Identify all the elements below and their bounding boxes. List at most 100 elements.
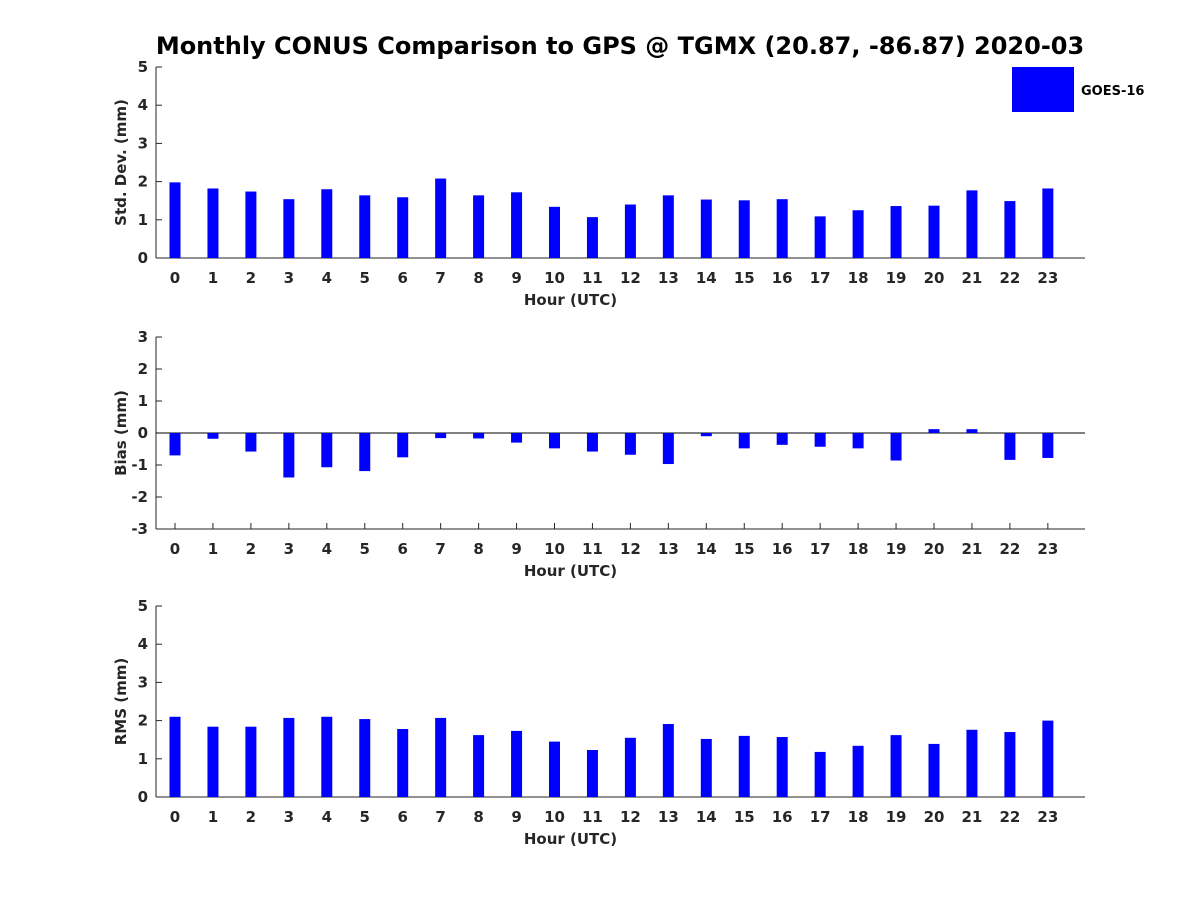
- x-tick-label-std-9: 9: [511, 269, 521, 287]
- x-tick-label-std-5: 5: [360, 269, 370, 287]
- bar-bias-23: [1042, 433, 1054, 458]
- bar-std-16: [776, 199, 788, 258]
- bar-bias-17: [814, 433, 826, 447]
- bar-bias-14: [700, 433, 712, 437]
- x-tick-label-std-19: 19: [886, 269, 907, 287]
- x-tick-label-rms-14: 14: [696, 808, 717, 826]
- y-tick-label-std-0: 0: [138, 249, 148, 267]
- bar-bias-8: [473, 433, 485, 439]
- bar-bias-10: [549, 433, 560, 449]
- bar-std-23: [1042, 188, 1054, 258]
- bar-std-15: [738, 200, 750, 258]
- x-tick-label-bias-2: 2: [246, 540, 256, 558]
- bar-rms-5: [359, 719, 371, 797]
- y-tick-label-rms-2: 2: [138, 712, 148, 730]
- x-tick-label-rms-0: 0: [170, 808, 180, 826]
- bar-std-13: [662, 195, 674, 258]
- bar-std-10: [549, 206, 560, 258]
- y-tick-label-bias-5: 2: [138, 360, 148, 378]
- x-tick-label-std-18: 18: [848, 269, 869, 287]
- x-tick-label-bias-16: 16: [772, 540, 793, 558]
- x-tick-label-std-23: 23: [1037, 269, 1058, 287]
- x-tick-label-bias-7: 7: [435, 540, 445, 558]
- bar-rms-4: [321, 716, 333, 797]
- x-tick-label-rms-23: 23: [1037, 808, 1058, 826]
- x-tick-label-bias-15: 15: [734, 540, 755, 558]
- x-tick-label-rms-13: 13: [658, 808, 679, 826]
- bar-std-8: [473, 195, 485, 258]
- bar-bias-13: [662, 433, 674, 465]
- x-tick-label-rms-19: 19: [886, 808, 907, 826]
- bar-std-18: [852, 210, 864, 258]
- bar-bias-22: [1004, 433, 1016, 460]
- x-tick-label-std-0: 0: [170, 269, 180, 287]
- bar-rms-17: [814, 751, 826, 797]
- bar-std-6: [397, 197, 409, 258]
- x-tick-label-rms-7: 7: [435, 808, 445, 826]
- bar-std-12: [624, 204, 636, 258]
- bar-rms-14: [700, 738, 712, 797]
- bar-std-7: [435, 178, 447, 258]
- bar-rms-18: [852, 745, 864, 797]
- bar-bias-11: [586, 433, 598, 452]
- x-tick-label-bias-0: 0: [170, 540, 180, 558]
- y-axis-label-std: Std. Dev. (mm): [112, 99, 130, 226]
- bar-rms-7: [435, 717, 447, 797]
- bar-bias-16: [776, 433, 788, 445]
- bar-rms-1: [207, 726, 219, 797]
- x-tick-label-std-10: 10: [544, 269, 565, 287]
- x-axis-label-bias: Hour (UTC): [524, 562, 617, 580]
- x-tick-label-rms-2: 2: [246, 808, 256, 826]
- x-tick-label-std-3: 3: [284, 269, 294, 287]
- x-tick-label-std-13: 13: [658, 269, 679, 287]
- bar-bias-12: [624, 433, 636, 455]
- x-tick-label-std-11: 11: [582, 269, 603, 287]
- x-tick-label-bias-1: 1: [208, 540, 218, 558]
- x-tick-label-bias-12: 12: [620, 540, 641, 558]
- x-tick-label-bias-4: 4: [322, 540, 332, 558]
- x-tick-label-std-14: 14: [696, 269, 717, 287]
- legend-swatch-goes16: [1012, 67, 1074, 112]
- x-tick-label-rms-6: 6: [397, 808, 407, 826]
- x-tick-label-std-8: 8: [473, 269, 483, 287]
- y-tick-label-rms-0: 0: [138, 788, 148, 806]
- x-axis-label-rms: Hour (UTC): [524, 830, 617, 848]
- bar-std-9: [511, 192, 523, 258]
- bar-std-4: [321, 189, 333, 258]
- bar-rms-6: [397, 729, 409, 797]
- bar-bias-18: [852, 433, 864, 449]
- y-tick-label-std-3: 3: [138, 134, 148, 152]
- x-tick-label-rms-10: 10: [544, 808, 565, 826]
- legend: GOES-16: [1012, 67, 1144, 112]
- y-axis-label-rms: RMS (mm): [112, 658, 130, 745]
- x-tick-label-std-12: 12: [620, 269, 641, 287]
- x-tick-label-rms-12: 12: [620, 808, 641, 826]
- bar-rms-16: [776, 737, 788, 797]
- x-tick-label-std-15: 15: [734, 269, 755, 287]
- x-tick-label-rms-3: 3: [284, 808, 294, 826]
- bar-bias-2: [245, 433, 257, 452]
- bar-rms-0: [169, 716, 181, 797]
- bar-bias-19: [890, 433, 902, 461]
- x-tick-label-std-20: 20: [924, 269, 945, 287]
- x-tick-label-std-6: 6: [397, 269, 407, 287]
- x-tick-label-rms-16: 16: [772, 808, 793, 826]
- x-tick-label-rms-1: 1: [208, 808, 218, 826]
- x-tick-label-bias-14: 14: [696, 540, 717, 558]
- legend-label-goes16: GOES-16: [1081, 84, 1144, 99]
- bar-bias-6: [397, 433, 409, 458]
- bar-rms-10: [549, 741, 560, 797]
- y-tick-label-bias-4: 1: [138, 392, 148, 410]
- y-tick-label-std-5: 5: [138, 58, 148, 76]
- bar-std-0: [169, 182, 181, 258]
- bar-bias-3: [283, 433, 295, 478]
- y-tick-label-rms-4: 4: [138, 635, 148, 653]
- x-tick-label-std-2: 2: [246, 269, 256, 287]
- bar-bias-0: [169, 433, 181, 456]
- y-tick-label-rms-3: 3: [138, 673, 148, 691]
- x-tick-label-rms-5: 5: [360, 808, 370, 826]
- x-tick-label-rms-20: 20: [924, 808, 945, 826]
- bar-bias-4: [321, 433, 333, 468]
- bar-std-22: [1004, 201, 1016, 258]
- y-tick-label-rms-1: 1: [138, 750, 148, 768]
